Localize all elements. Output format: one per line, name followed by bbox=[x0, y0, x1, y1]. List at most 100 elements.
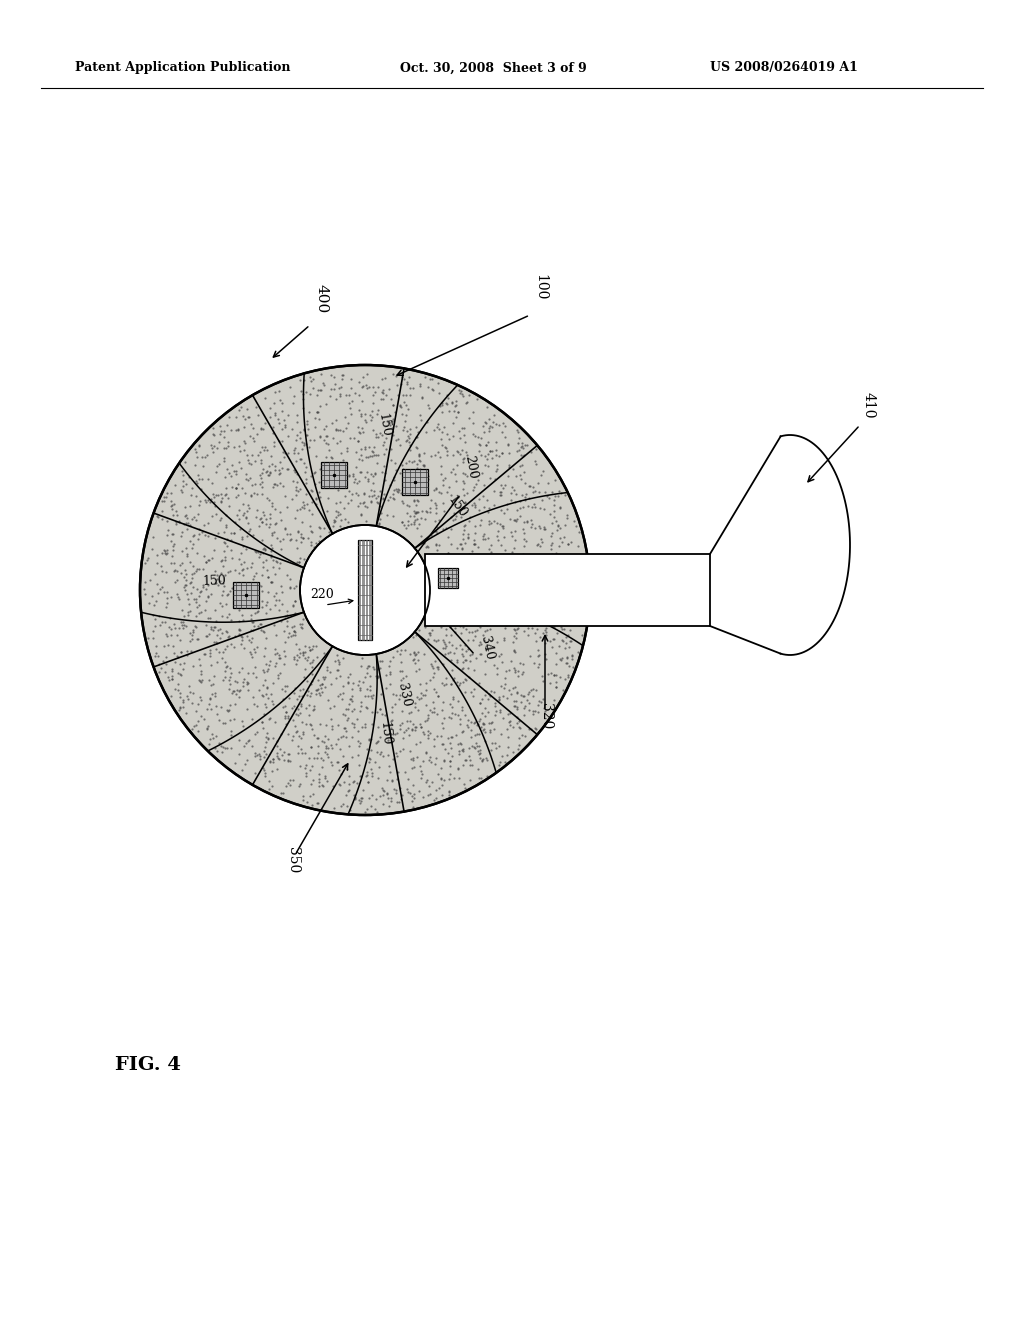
Point bbox=[382, 651, 398, 672]
Point bbox=[164, 668, 180, 689]
Point bbox=[333, 796, 349, 817]
Point bbox=[510, 661, 526, 682]
Point bbox=[184, 564, 201, 585]
Point bbox=[379, 504, 395, 525]
Point bbox=[391, 718, 408, 739]
Point bbox=[457, 463, 473, 484]
Point bbox=[254, 591, 270, 612]
Point bbox=[230, 595, 247, 616]
Point bbox=[318, 461, 335, 482]
Point bbox=[357, 766, 374, 787]
Point bbox=[173, 642, 189, 663]
Point bbox=[455, 449, 471, 470]
Point bbox=[226, 461, 243, 482]
Point bbox=[395, 722, 412, 743]
Point bbox=[501, 455, 517, 477]
Point bbox=[413, 525, 429, 546]
Point bbox=[219, 458, 236, 479]
Point bbox=[529, 618, 546, 639]
Point bbox=[482, 512, 499, 533]
Point bbox=[305, 536, 322, 557]
Point bbox=[310, 531, 327, 552]
Point bbox=[310, 763, 327, 784]
Point bbox=[364, 702, 380, 723]
Point bbox=[376, 444, 392, 465]
Point bbox=[453, 595, 469, 616]
Point bbox=[267, 582, 284, 603]
Point bbox=[503, 508, 519, 529]
Point bbox=[453, 598, 469, 619]
Point bbox=[434, 713, 451, 734]
Point bbox=[340, 667, 356, 688]
Point bbox=[511, 428, 527, 449]
Point bbox=[342, 800, 358, 821]
Point bbox=[489, 597, 506, 618]
Point bbox=[207, 599, 223, 620]
Point bbox=[546, 664, 562, 685]
Point bbox=[232, 440, 249, 461]
Point bbox=[499, 568, 515, 589]
Point bbox=[574, 607, 591, 628]
Point bbox=[494, 500, 510, 521]
Point bbox=[572, 552, 589, 573]
Point bbox=[294, 614, 310, 635]
Point bbox=[148, 635, 165, 656]
Point bbox=[453, 380, 469, 401]
Point bbox=[413, 473, 429, 494]
Point bbox=[356, 438, 373, 459]
Point bbox=[490, 607, 507, 628]
Point bbox=[471, 767, 487, 788]
Point bbox=[468, 733, 484, 754]
Point bbox=[316, 429, 333, 450]
Point bbox=[416, 723, 432, 744]
Point bbox=[216, 426, 232, 447]
Point bbox=[231, 730, 248, 751]
Point bbox=[446, 494, 463, 515]
Point bbox=[239, 557, 255, 578]
Point bbox=[360, 470, 377, 491]
Point bbox=[330, 649, 346, 671]
Point bbox=[273, 744, 290, 766]
Point bbox=[472, 693, 488, 714]
Point bbox=[333, 376, 349, 397]
Point bbox=[181, 676, 198, 697]
Point bbox=[404, 649, 421, 671]
Point bbox=[328, 667, 344, 688]
Point bbox=[345, 771, 361, 792]
Point bbox=[359, 678, 376, 700]
Point bbox=[392, 639, 409, 660]
Point bbox=[305, 783, 322, 804]
Point bbox=[552, 496, 568, 517]
Point bbox=[209, 455, 225, 477]
Point bbox=[522, 587, 539, 609]
Point bbox=[227, 407, 244, 428]
Point bbox=[187, 510, 204, 531]
Point bbox=[315, 642, 332, 663]
Point bbox=[166, 614, 182, 635]
Point bbox=[488, 576, 505, 597]
Point bbox=[549, 519, 565, 540]
Point bbox=[439, 543, 456, 564]
Point bbox=[459, 392, 475, 413]
Point bbox=[496, 677, 512, 698]
Point bbox=[352, 461, 369, 482]
Point bbox=[510, 715, 526, 737]
Point bbox=[362, 463, 379, 484]
Point bbox=[356, 404, 373, 425]
Point bbox=[287, 578, 303, 599]
Point bbox=[185, 556, 202, 577]
Point bbox=[467, 725, 483, 746]
Point bbox=[324, 673, 340, 694]
Point bbox=[434, 774, 451, 795]
Point bbox=[257, 388, 273, 409]
Point bbox=[332, 684, 348, 705]
Point bbox=[184, 539, 201, 560]
Point bbox=[479, 748, 496, 770]
Point bbox=[489, 554, 506, 576]
Point bbox=[272, 539, 289, 560]
Point bbox=[442, 673, 459, 694]
Point bbox=[319, 515, 336, 536]
Point bbox=[542, 601, 558, 622]
Point bbox=[463, 711, 479, 733]
Point bbox=[246, 638, 262, 659]
